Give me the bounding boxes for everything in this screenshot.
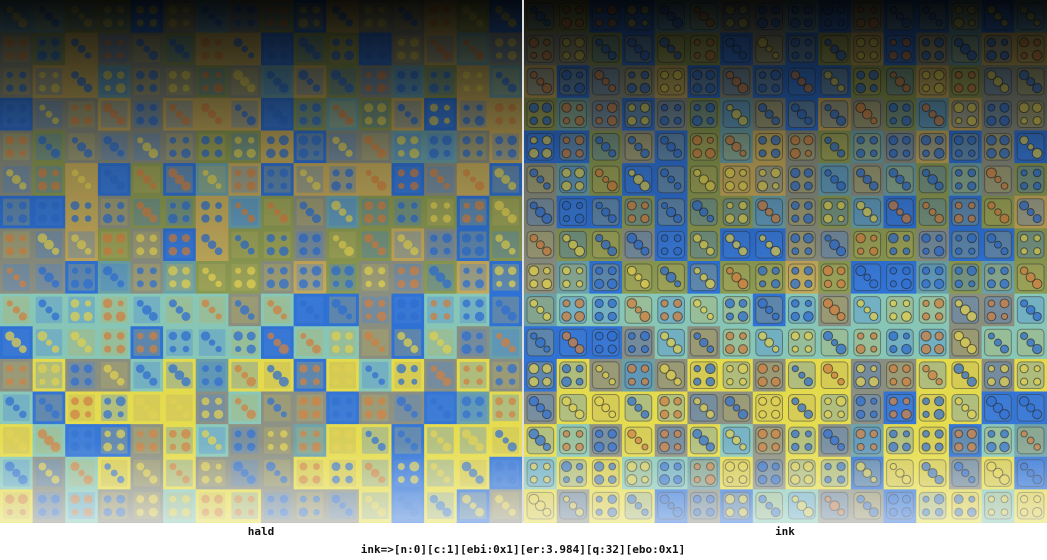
status-line: ink=>[n:0][c:1][ebi:0x1][er:3.984][q:32]… (361, 543, 686, 556)
panel-label: ink (775, 525, 795, 538)
shade (0, 0, 522, 522)
panel-label: hald (248, 525, 275, 538)
shade (524, 0, 1047, 522)
divider (522, 0, 524, 522)
